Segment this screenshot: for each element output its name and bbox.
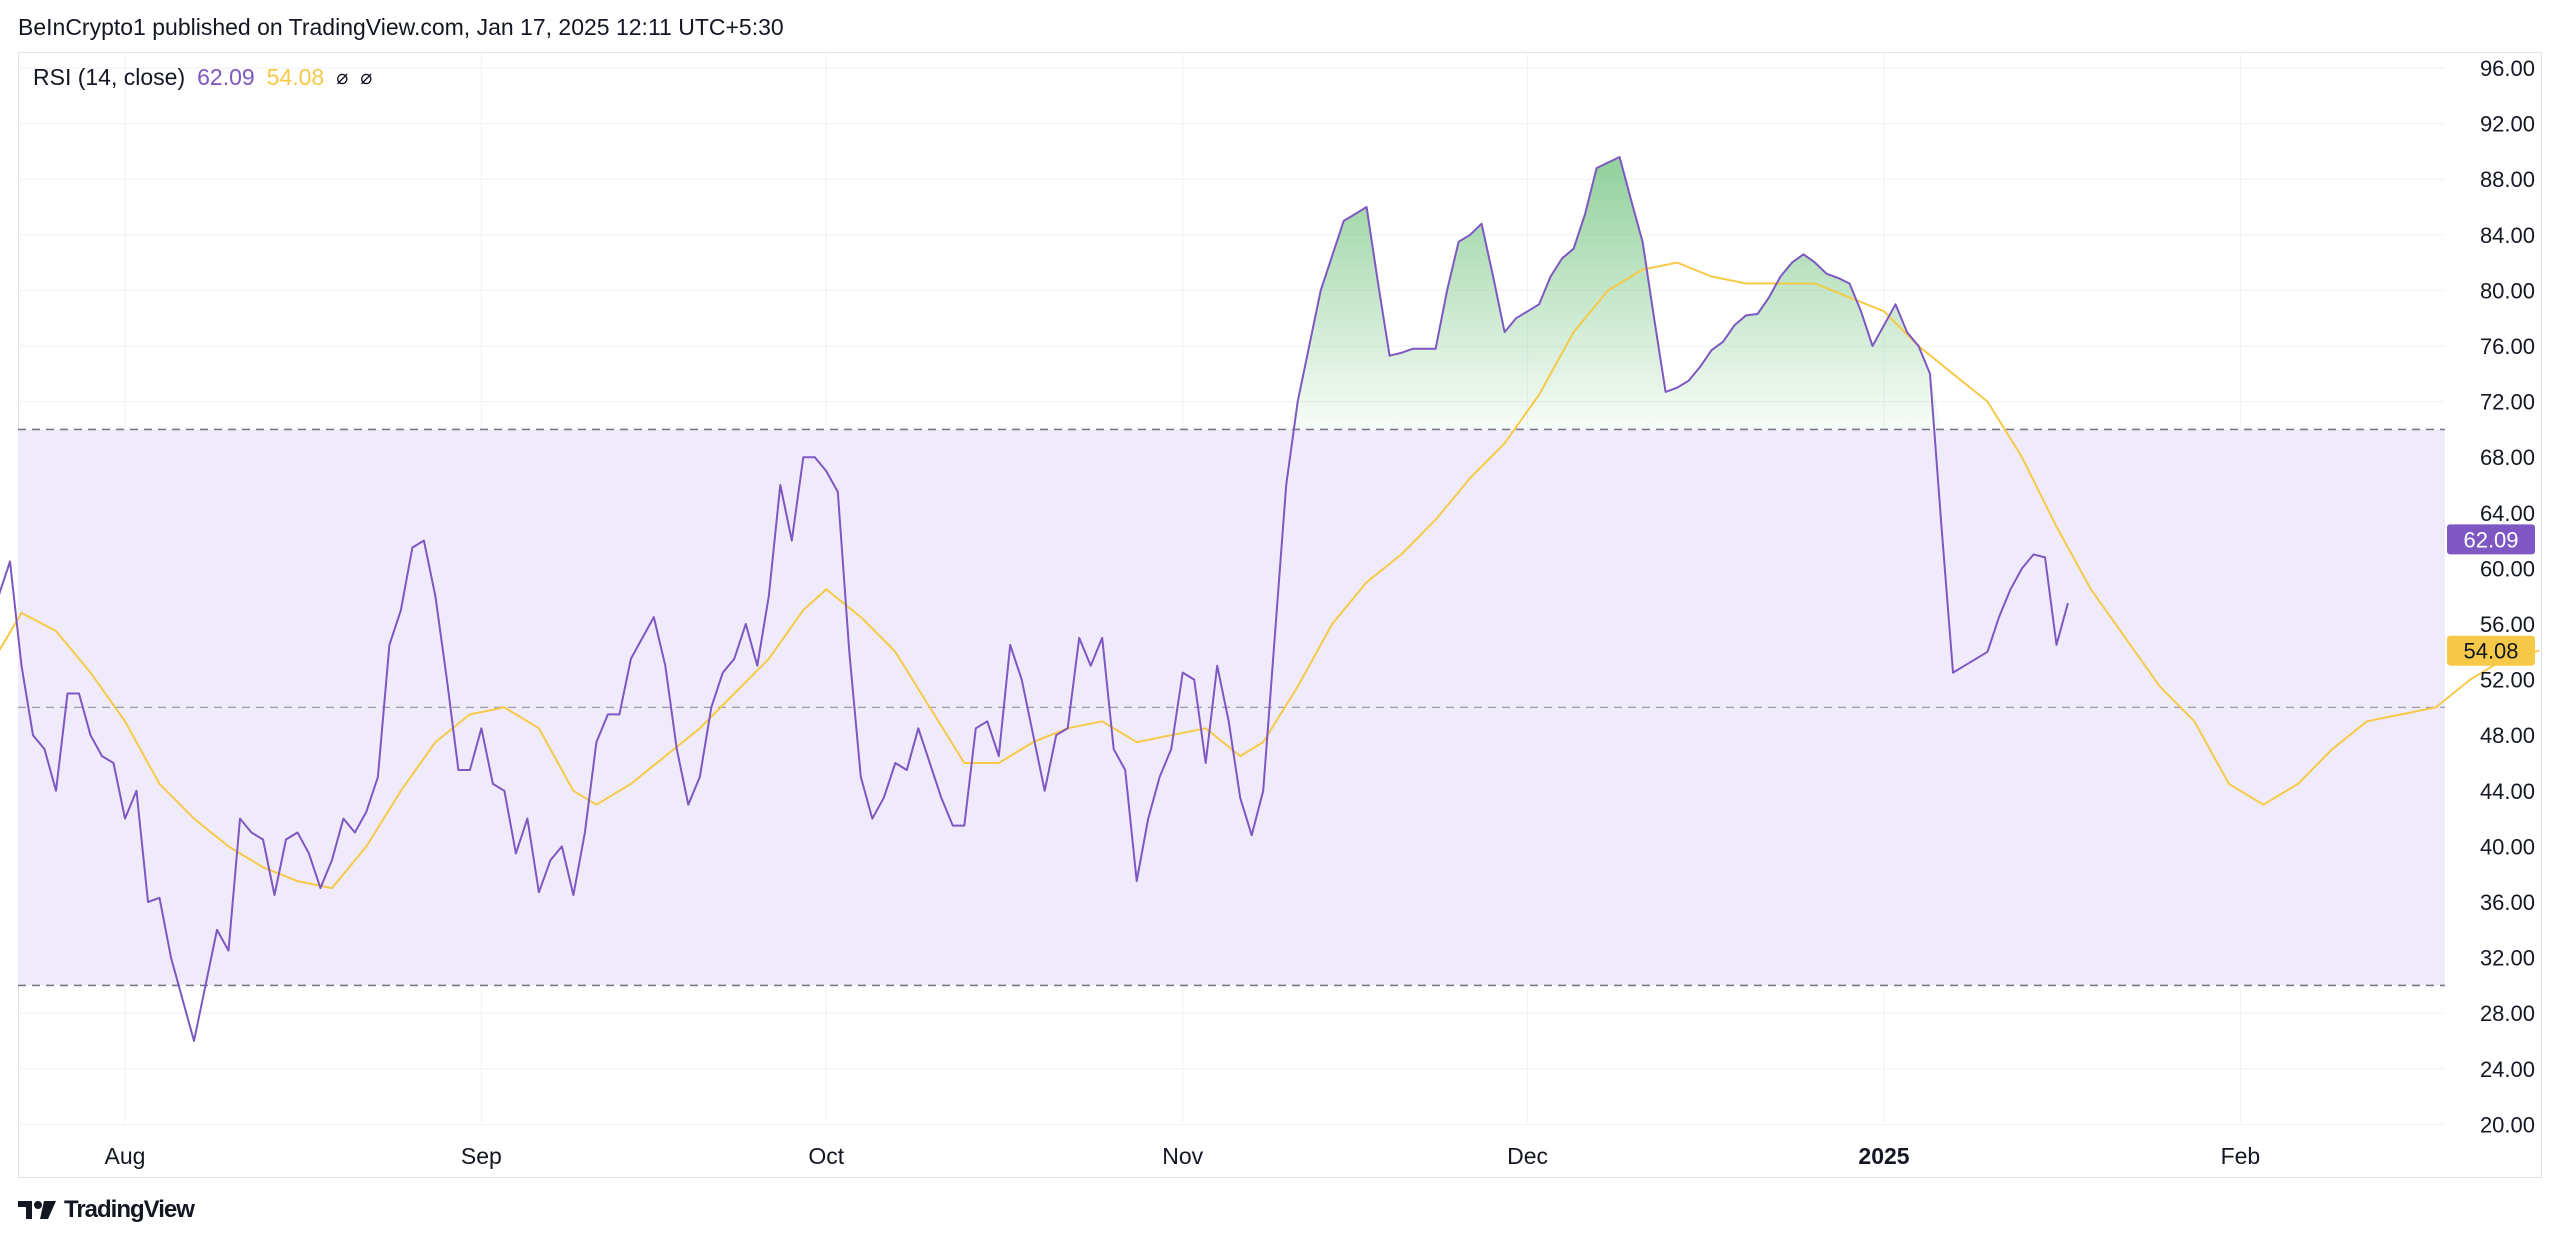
x-tick-label: Oct (808, 1143, 844, 1169)
y-tick-label: 60.00 (2480, 556, 2535, 581)
published-caption: BeInCrypto1 published on TradingView.com… (18, 14, 784, 40)
overbought-fill (1286, 157, 1942, 430)
level-lines (18, 428, 2445, 987)
price-badges: 62.09 54.08 (2447, 524, 2535, 666)
y-tick-label: 32.00 (2480, 946, 2535, 971)
x-tick-label: Sep (461, 1143, 502, 1169)
ma-value-badge-text: 54.08 (2463, 639, 2518, 664)
y-tick-label: 72.00 (2480, 390, 2535, 415)
rsi-series (0, 156, 2069, 1042)
y-tick-label: 76.00 (2480, 334, 2535, 359)
x-tick-label: Nov (1162, 1143, 1203, 1169)
y-tick-label: 20.00 (2480, 1112, 2535, 1137)
ma-value-badge (2447, 635, 2535, 666)
y-tick-label: 64.00 (2480, 501, 2535, 526)
legend-ma-value: 54.08 (266, 64, 325, 90)
y-tick-label: 24.00 (2480, 1057, 2535, 1082)
y-tick-label: 92.00 (2480, 112, 2535, 137)
y-tick-label: 36.00 (2480, 890, 2535, 915)
legend-rsi-value: 62.09 (197, 64, 255, 90)
y-tick-label: 52.00 (2480, 668, 2535, 693)
indicator-title: RSI (14, close) (33, 64, 186, 90)
rsi-line (0, 156, 2069, 1042)
x-axis: Aug Sep Oct Nov Dec 2025 Feb (105, 1143, 2261, 1169)
y-tick-label: 56.00 (2480, 612, 2535, 637)
x-tick-label: Aug (105, 1143, 146, 1169)
rsi-value-badge-text: 62.09 (2463, 527, 2518, 552)
indicator-legend[interactable]: RSI (14, close) 62.09 54.08 ⌀ ⌀ (33, 64, 372, 91)
rsi-value-badge (2447, 524, 2535, 555)
brand-name: TradingView (64, 1196, 195, 1223)
ma-series (0, 261, 2540, 890)
y-tick-label: 96.00 (2480, 56, 2535, 81)
y-tick-label: 48.00 (2480, 723, 2535, 748)
no-source-icon[interactable]: ⌀ (336, 67, 349, 89)
x-tick-label: Feb (2221, 1143, 2261, 1169)
y-tick-label: 88.00 (2480, 167, 2535, 192)
y-tick-label: 84.00 (2480, 223, 2535, 248)
overbought-area (1286, 157, 1942, 430)
y-tick-label: 44.00 (2480, 779, 2535, 804)
x-tick-label: Dec (1507, 1143, 1548, 1169)
no-source-icon[interactable]: ⌀ (360, 67, 373, 89)
tradingview-logo-icon (18, 1201, 56, 1219)
y-axis: 96.00 92.00 88.00 84.00 80.00 76.00 72.00 68.00… (2480, 56, 2535, 1137)
y-tick-label: 28.00 (2480, 1001, 2535, 1026)
y-tick-label: 80.00 (2480, 278, 2535, 303)
y-tick-label: 40.00 (2480, 834, 2535, 859)
tradingview-brand[interactable]: TradingView (18, 1196, 195, 1224)
ma-line (0, 261, 2540, 890)
x-tick-label: 2025 (1858, 1143, 1909, 1169)
y-tick-label: 68.00 (2480, 445, 2535, 470)
